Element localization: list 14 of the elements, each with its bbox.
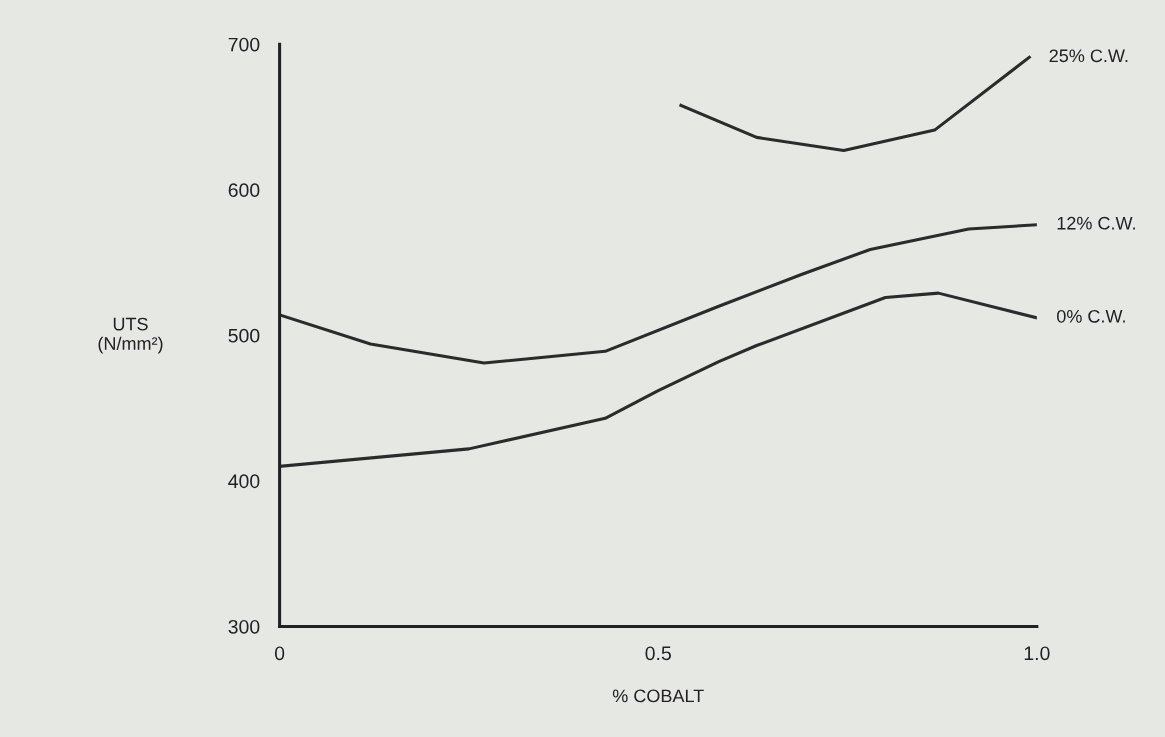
y-axis-title: UTS (N/mm²) (98, 317, 163, 354)
x-tick-label: 0 (274, 646, 285, 661)
series-label: 25% C.W. (1049, 49, 1128, 63)
y-tick-label: 300 (228, 619, 260, 634)
series-label: 12% C.W. (1057, 216, 1135, 230)
x-tick-label: 0.5 (645, 646, 671, 661)
line-series (679, 55, 1031, 153)
y-tick-label: 700 (228, 37, 260, 52)
y-tick-label: 500 (228, 328, 260, 343)
x-axis-title: % COBALT (612, 689, 704, 703)
x-tick-label: 1.0 (1024, 646, 1050, 661)
y-tick-label: 400 (228, 474, 260, 489)
series-label: 0% C.W. (1057, 309, 1125, 323)
y-tick-label: 600 (228, 183, 260, 198)
